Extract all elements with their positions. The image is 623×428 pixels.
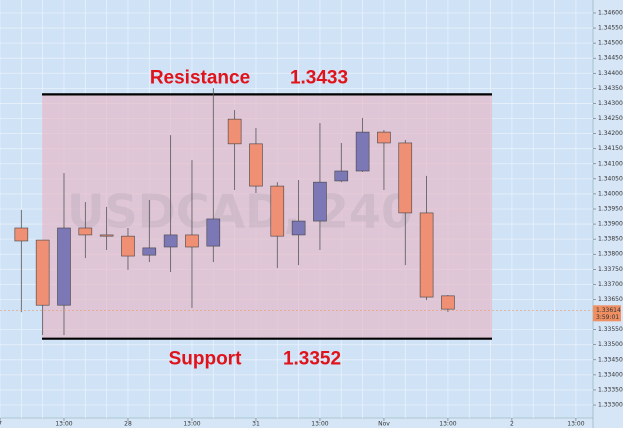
resistance-label: Resistance: [150, 67, 250, 88]
candle-body: [313, 181, 327, 222]
x-tick-label: 31: [252, 421, 260, 428]
y-tick-label: 1.33400: [598, 371, 623, 378]
candle-body: [377, 131, 391, 144]
resistance-value: 1.3433: [290, 67, 348, 88]
candle-body: [334, 170, 349, 182]
current-price-label: 1.33614: [596, 307, 621, 314]
candle-body: [419, 212, 434, 298]
support-value: 1.3352: [283, 349, 341, 370]
candle-body: [291, 220, 306, 236]
x-tick-label: 13:00: [311, 421, 328, 428]
timer-label: 3:59:01: [596, 314, 619, 321]
y-tick-label: 1.33350: [598, 386, 623, 393]
y-tick-label: 1.34150: [598, 145, 623, 152]
candle-body: [185, 234, 199, 248]
candle-body: [270, 185, 285, 237]
candle-body: [35, 239, 50, 306]
candle-body: [398, 142, 413, 214]
y-tick-label: 1.33550: [598, 326, 623, 333]
y-tick-label: 1.34450: [598, 55, 623, 62]
x-tick-label: 13:00: [55, 421, 72, 428]
y-tick-label: 1.34550: [598, 25, 623, 32]
zone-layer: Resistance 1.3433 Support 1.3352: [42, 67, 492, 370]
y-tick-label: 1.33850: [598, 236, 623, 243]
y-tick-label: 1.34600: [598, 9, 623, 16]
y-tick-label: 1.34200: [598, 130, 623, 137]
y-tick-label: 1.34050: [598, 175, 623, 182]
y-tick-label: 1.34250: [598, 115, 623, 122]
y-axis-strip: [593, 0, 623, 428]
candle-body: [206, 218, 221, 247]
x-tick-label: 7: [0, 421, 2, 428]
watermark: USDCAD, 240: [67, 185, 413, 239]
y-tick-label: 1.33900: [598, 221, 623, 228]
y-tick-label: 1.33800: [598, 251, 623, 258]
y-tick-label: 1.33650: [598, 296, 623, 303]
axes: 1.33300 1.33350 1.33400 1.33450 1.33500 1.335…: [0, 9, 623, 428]
y-tick-label: 1.34000: [598, 190, 623, 197]
support-label: Support: [169, 349, 242, 370]
candle-body: [121, 235, 135, 257]
y-tick-label: 1.34350: [598, 85, 623, 92]
candle-body: [227, 118, 242, 145]
candles: [14, 88, 455, 336]
y-tick-label: 1.34100: [598, 160, 623, 167]
candle-body: [78, 227, 93, 236]
candle-body: [163, 234, 178, 248]
y-tick-label: 1.33750: [598, 266, 623, 273]
candle-body: [355, 131, 370, 172]
y-tick-label: 1.33500: [598, 341, 623, 348]
y-tick-label: 1.34300: [598, 100, 623, 107]
x-tick-label: 28: [124, 421, 132, 428]
candle-body: [14, 227, 29, 242]
y-tick-label: 1.33450: [598, 356, 623, 363]
candle-body: [142, 247, 157, 256]
y-tick-label: 1.33300: [598, 402, 623, 409]
candle-body: [249, 143, 263, 187]
y-tick-label: 1.34400: [598, 70, 623, 77]
x-tick-label: 2: [510, 421, 514, 428]
x-tick-label: Nov: [378, 421, 390, 428]
range-zone: [42, 94, 492, 339]
x-tick-label: 13:00: [439, 421, 456, 428]
price-box: [593, 305, 621, 322]
y-tick-label: 1.34500: [598, 40, 623, 47]
candle-body: [57, 227, 71, 306]
x-axis-strip: [0, 418, 593, 428]
x-tick-label: 13:00: [183, 421, 200, 428]
y-tick-label: 1.33700: [598, 281, 623, 288]
candle-body: [441, 295, 455, 310]
candle-body: [99, 234, 114, 237]
x-tick-label: 13:00: [567, 421, 584, 428]
y-tick-label: 1.33950: [598, 206, 623, 213]
